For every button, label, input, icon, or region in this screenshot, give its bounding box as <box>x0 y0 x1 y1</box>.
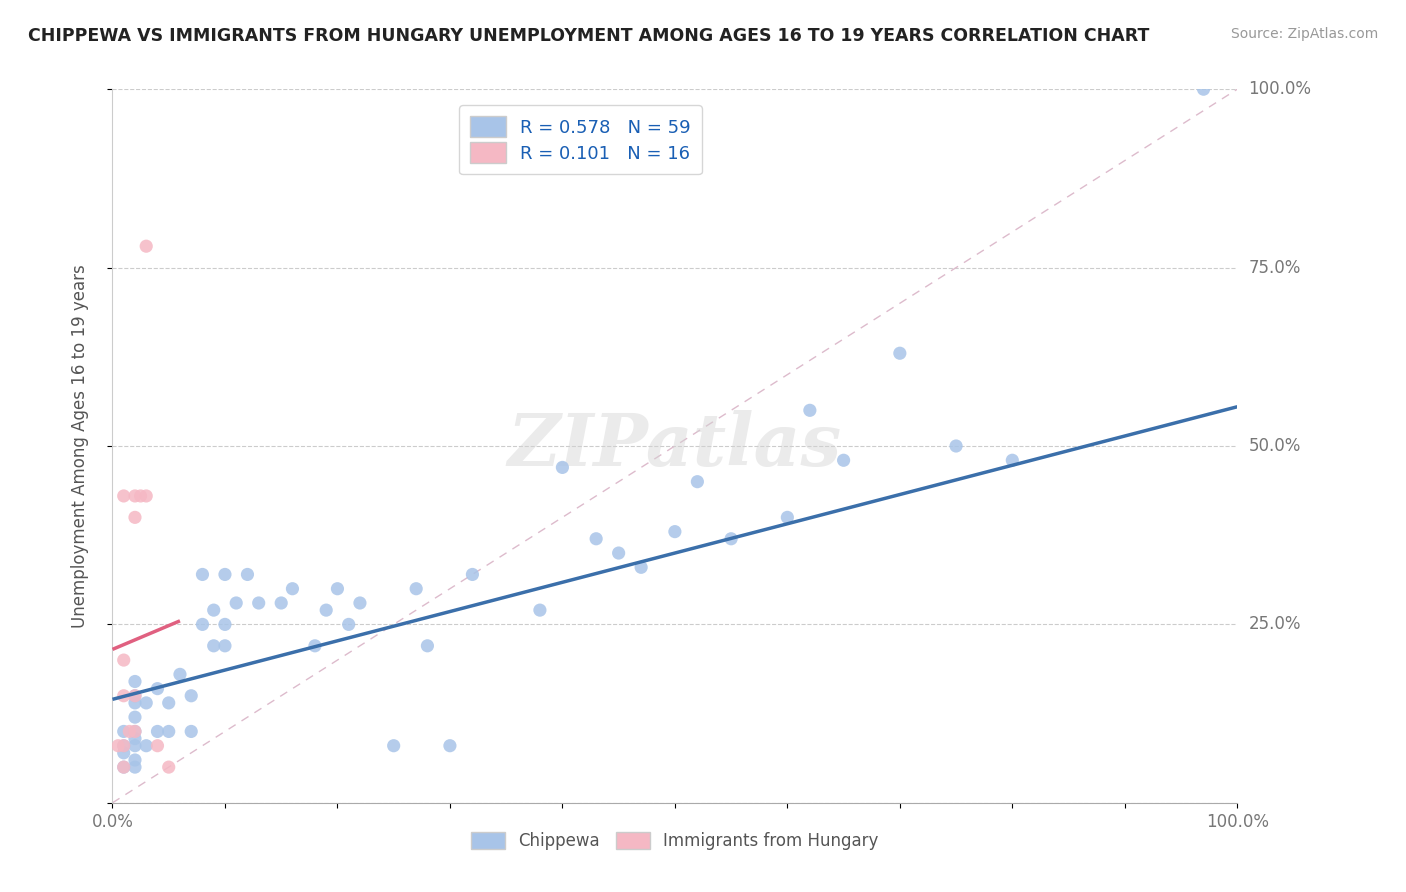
Point <box>1192 82 1215 96</box>
Point <box>799 403 821 417</box>
Point <box>529 603 551 617</box>
Point <box>439 739 461 753</box>
Point <box>315 603 337 617</box>
Point <box>112 760 135 774</box>
Point <box>124 739 146 753</box>
Point <box>1001 453 1024 467</box>
Point <box>112 760 135 774</box>
Point <box>202 639 225 653</box>
Point <box>118 724 141 739</box>
Point <box>124 689 146 703</box>
Point <box>461 567 484 582</box>
Point <box>214 617 236 632</box>
Point <box>337 617 360 632</box>
Point <box>112 653 135 667</box>
Point <box>135 696 157 710</box>
Point <box>326 582 349 596</box>
Point <box>124 674 146 689</box>
Point <box>236 567 259 582</box>
Point <box>416 639 439 653</box>
Text: 100.0%: 100.0% <box>1249 80 1312 98</box>
Text: Source: ZipAtlas.com: Source: ZipAtlas.com <box>1230 27 1378 41</box>
Point <box>146 681 169 696</box>
Point <box>157 760 180 774</box>
Point <box>247 596 270 610</box>
Point <box>349 596 371 610</box>
Point <box>630 560 652 574</box>
Point <box>135 489 157 503</box>
Point <box>129 489 152 503</box>
Point <box>112 746 135 760</box>
Point <box>551 460 574 475</box>
Y-axis label: Unemployment Among Ages 16 to 19 years: Unemployment Among Ages 16 to 19 years <box>70 264 89 628</box>
Point <box>146 724 169 739</box>
Point <box>720 532 742 546</box>
Point <box>124 489 146 503</box>
Point <box>124 753 146 767</box>
Point <box>191 567 214 582</box>
Point <box>225 596 247 610</box>
Point <box>945 439 967 453</box>
Point <box>180 689 202 703</box>
Point <box>180 724 202 739</box>
Text: ZIPatlas: ZIPatlas <box>508 410 842 482</box>
Point <box>889 346 911 360</box>
Point <box>124 760 146 774</box>
Point <box>686 475 709 489</box>
Point <box>157 724 180 739</box>
Point <box>124 731 146 746</box>
Point <box>124 724 146 739</box>
Point <box>112 739 135 753</box>
Point <box>664 524 686 539</box>
Point <box>112 489 135 503</box>
Text: CHIPPEWA VS IMMIGRANTS FROM HUNGARY UNEMPLOYMENT AMONG AGES 16 TO 19 YEARS CORRE: CHIPPEWA VS IMMIGRANTS FROM HUNGARY UNEM… <box>28 27 1150 45</box>
Point <box>146 739 169 753</box>
Point <box>112 739 135 753</box>
Point <box>405 582 427 596</box>
Point <box>169 667 191 681</box>
Point <box>124 696 146 710</box>
Point <box>776 510 799 524</box>
Point <box>124 724 146 739</box>
Legend: Chippewa, Immigrants from Hungary: Chippewa, Immigrants from Hungary <box>463 824 887 859</box>
Point <box>382 739 405 753</box>
Point <box>585 532 607 546</box>
Point <box>270 596 292 610</box>
Point <box>124 710 146 724</box>
Point <box>281 582 304 596</box>
Point <box>124 689 146 703</box>
Point <box>124 510 146 524</box>
Point <box>135 739 157 753</box>
Point <box>832 453 855 467</box>
Text: 75.0%: 75.0% <box>1249 259 1301 277</box>
Point <box>191 617 214 632</box>
Point <box>607 546 630 560</box>
Point <box>202 603 225 617</box>
Point <box>112 689 135 703</box>
Text: 50.0%: 50.0% <box>1249 437 1301 455</box>
Point <box>214 567 236 582</box>
Text: 25.0%: 25.0% <box>1249 615 1301 633</box>
Point <box>112 724 135 739</box>
Point <box>214 639 236 653</box>
Point <box>157 696 180 710</box>
Point <box>107 739 129 753</box>
Point <box>135 239 157 253</box>
Point <box>304 639 326 653</box>
